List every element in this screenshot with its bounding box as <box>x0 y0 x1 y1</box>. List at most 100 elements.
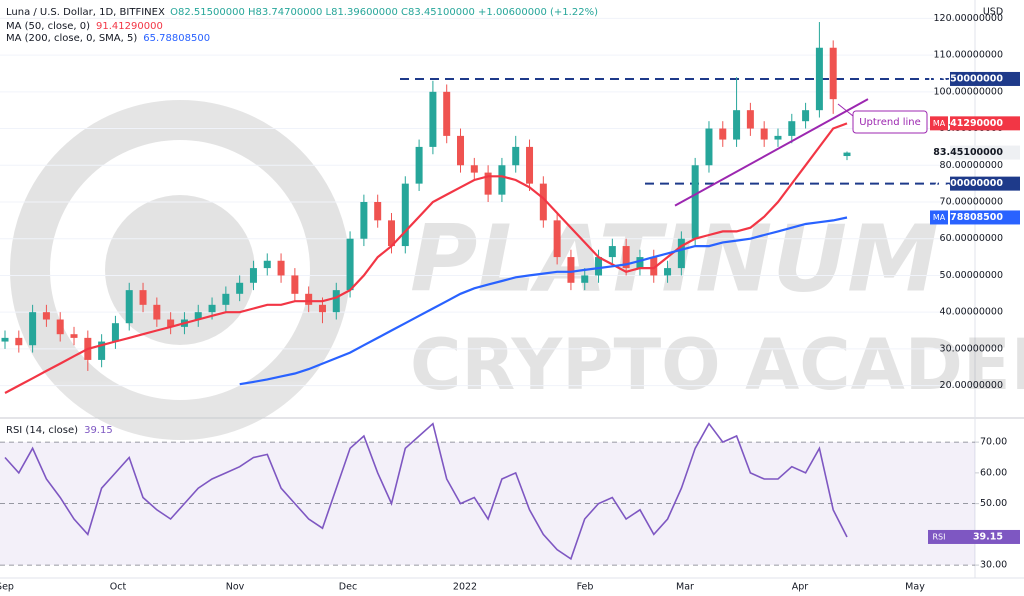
candle-body <box>236 282 244 294</box>
rsi-tick-label: 30.00 <box>980 560 1007 571</box>
ma-tag-bg <box>950 210 1020 225</box>
candle-body <box>719 128 727 140</box>
candle-body <box>291 275 299 294</box>
candle-body <box>125 290 133 324</box>
level-tag-bg <box>950 176 1020 191</box>
candle-body <box>70 334 78 338</box>
y-tick-label: 110.00000000 <box>933 50 1003 61</box>
candle-body <box>443 91 451 136</box>
watermark <box>10 100 350 440</box>
x-tick-label: Apr <box>792 582 809 593</box>
ma-tag-bg <box>950 116 1020 131</box>
rsi-legend: RSI (14, close) 39.15 <box>6 425 113 436</box>
candle-body <box>387 220 395 247</box>
ma-tag-label: MA <box>933 119 946 128</box>
level-tag-bg <box>950 71 1020 86</box>
legend-entry: MA (50, close, 0) 91.41290000 <box>6 21 163 32</box>
candle-body <box>15 337 23 346</box>
ma-tag: 65.78808500 <box>933 212 1003 223</box>
candle-body <box>815 47 823 111</box>
x-tick-label: 2022 <box>453 582 477 593</box>
rsi-tick-label: 70.00 <box>980 437 1007 448</box>
candle-body <box>733 110 741 140</box>
candle-body <box>111 323 119 342</box>
candle-body <box>691 165 699 239</box>
candle-body <box>263 260 271 269</box>
annotation: Uptrend line <box>859 117 921 128</box>
candle-body <box>484 172 492 195</box>
currency-label: USD <box>983 7 1003 18</box>
candle-body <box>760 128 768 140</box>
rsi-line <box>4 422 848 561</box>
rsi-name: RSI (14, close) <box>6 425 78 436</box>
y-tick-label: 30.00000000 <box>940 343 1003 354</box>
ma-tag-label: MA <box>933 213 946 222</box>
candle-body <box>457 135 465 166</box>
y-tick-label: 50.00000000 <box>940 270 1003 281</box>
level-tag: 103.50000000 <box>927 73 1004 84</box>
candle-body <box>470 165 478 173</box>
y-tick-label: 70.00000000 <box>940 196 1003 207</box>
candle-body <box>802 110 810 122</box>
rsi-tag-label: RSI <box>933 532 946 541</box>
rsi-tick-label: 50.00 <box>980 498 1007 509</box>
y-tick-label: 80.00000000 <box>940 160 1003 171</box>
candle-body <box>705 128 713 166</box>
y-tick-label: 20.00000000 <box>940 380 1003 391</box>
candle-body <box>512 146 520 166</box>
candle-body <box>305 293 313 305</box>
candle-body <box>374 201 382 221</box>
annotation-connector <box>837 103 854 117</box>
candle-body <box>567 257 575 283</box>
y-tick-label: 40.00000000 <box>940 307 1003 318</box>
candle-body <box>746 110 754 129</box>
candle-body <box>539 183 547 221</box>
candle-body <box>526 146 534 184</box>
candle-body <box>622 246 630 269</box>
trendline <box>674 98 869 207</box>
legend-entry: MA (200, close, 0, SMA, 5) 65.78808500 <box>6 33 210 44</box>
candle-body <box>208 304 216 313</box>
candle-body <box>139 290 147 305</box>
candle-body <box>429 91 437 147</box>
candle-body <box>415 146 423 184</box>
candle-body <box>346 238 354 291</box>
candle-body <box>677 238 685 269</box>
x-tick-label: Oct <box>110 582 127 593</box>
x-tick-label: Dec <box>339 582 357 593</box>
last-price-tag-bg <box>950 145 1020 160</box>
rsi-tag-bg <box>950 529 1020 544</box>
moving-average <box>239 216 848 386</box>
rsi-tag-badge <box>928 529 950 544</box>
legend-name: MA (50, close, 0) <box>6 21 90 32</box>
candle-body <box>277 260 285 276</box>
y-tick-label: 60.00000000 <box>940 233 1003 244</box>
legend-title: Luna / U.S. Dollar, 1D, BITFINEX O82.5150… <box>6 7 598 18</box>
legend-name: MA (200, close, 0, SMA, 5) <box>6 33 137 44</box>
candle-body <box>1 337 9 342</box>
candle-body <box>595 257 603 276</box>
x-tick-label: Mar <box>676 582 694 593</box>
candle-body <box>153 304 161 320</box>
y-tick-label: 100.00000000 <box>933 86 1003 97</box>
moving-average <box>4 122 848 394</box>
level-tag: 75.00000000 <box>933 178 1003 189</box>
candle-body <box>650 257 658 276</box>
candle-body <box>332 290 340 313</box>
annotation-box <box>852 110 928 134</box>
candle-body <box>788 121 796 136</box>
rsi-value: 39.15 <box>84 425 113 436</box>
y-tick-label: 120.00000000 <box>933 13 1003 24</box>
candle-body <box>222 293 230 305</box>
ma-tag: 91.41290000 <box>933 118 1003 129</box>
candle-body <box>167 319 175 327</box>
candle-body <box>829 47 837 100</box>
candle-body <box>636 257 644 269</box>
watermark-coin <box>105 195 255 345</box>
legend-value: 91.41290000 <box>96 21 163 32</box>
watermark-line: PLATINUM <box>410 205 939 312</box>
candle-body <box>401 183 409 247</box>
candles <box>1 22 851 371</box>
legend-value: 65.78808500 <box>143 33 210 44</box>
